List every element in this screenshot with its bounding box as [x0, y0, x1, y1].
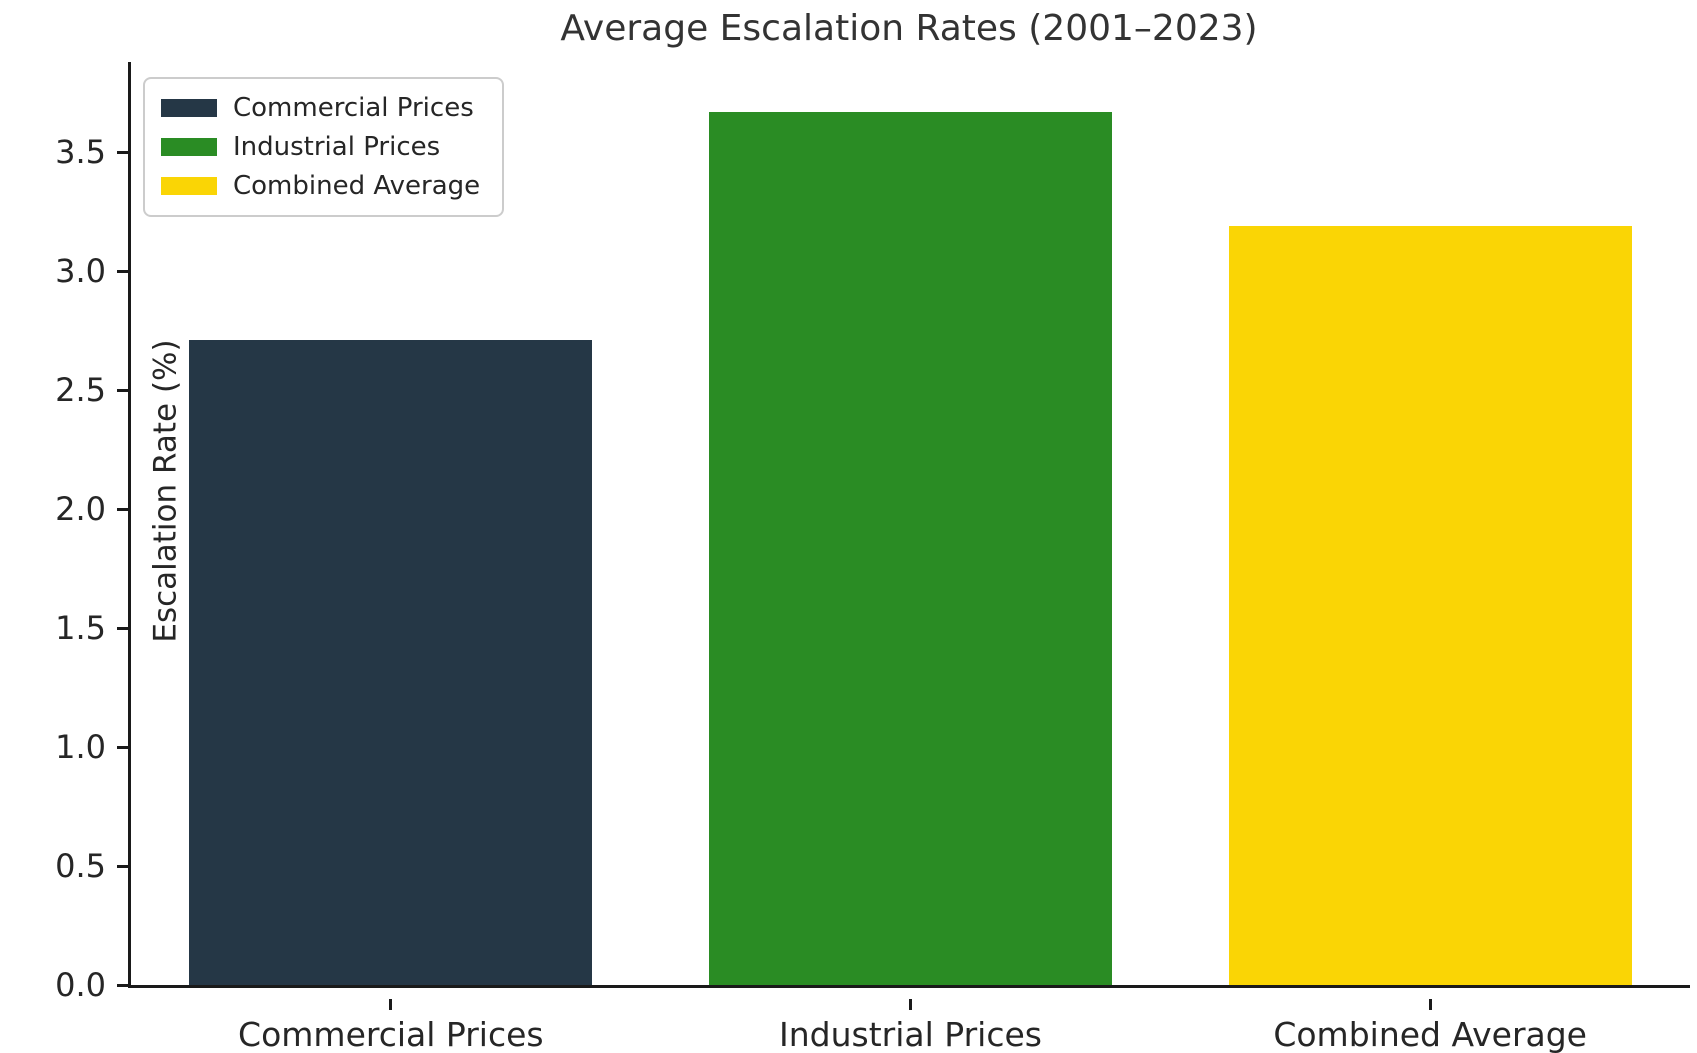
y-tick-label: 0.5 [55, 847, 106, 886]
y-tick-label: 1.5 [55, 609, 106, 648]
y-tick-mark [117, 745, 128, 749]
y-tick-mark [117, 150, 128, 154]
legend-label: Combined Average [233, 171, 481, 201]
legend: Commercial Prices Industrial Prices Combin… [143, 77, 505, 217]
bars-layer [131, 62, 1690, 985]
y-tick-label: 2.5 [55, 371, 106, 410]
legend-swatch-icon [161, 138, 217, 156]
x-tick-mark [1428, 999, 1432, 1010]
y-tick-label: 0.0 [55, 966, 106, 1004]
bar-commercial-prices [189, 340, 593, 985]
x-tick-label: Combined Average [1273, 1015, 1587, 1053]
bar-slot [651, 62, 1171, 985]
y-tick-mark [117, 983, 128, 987]
y-tick-mark [117, 864, 128, 868]
y-tick-mark [117, 388, 128, 392]
y-tick-label: 1.0 [55, 728, 106, 767]
y-tick-mark [117, 626, 128, 630]
legend-label: Industrial Prices [233, 132, 441, 162]
legend-label: Commercial Prices [233, 93, 474, 123]
y-tick-label: 3.5 [55, 133, 106, 172]
plot-area: Commercial Prices Industrial Prices Combin… [55, 62, 1690, 1053]
bar-slot [131, 62, 651, 985]
x-tick-mark [909, 999, 912, 1010]
y-tick-mark [117, 269, 128, 273]
bar-combined-average [1228, 226, 1632, 985]
legend-item: Industrial Prices [161, 132, 480, 162]
bar-slot [1170, 62, 1690, 985]
legend-swatch-icon [161, 177, 217, 195]
legend-item: Combined Average [161, 171, 480, 201]
bar-industrial-prices [709, 111, 1112, 985]
legend-swatch-icon [161, 99, 217, 117]
x-tick-mark [389, 999, 393, 1010]
y-tick-mark [117, 507, 128, 511]
y-tick-label: 3.0 [55, 252, 106, 291]
chart-title: Average Escalation Rates (2001–2023) [560, 8, 1258, 49]
x-tick-label: Industrial Prices [779, 1015, 1042, 1053]
y-tick-label: 2.0 [55, 490, 106, 529]
x-tick-label: Commercial Prices [238, 1015, 544, 1053]
legend-item: Commercial Prices [161, 93, 480, 123]
